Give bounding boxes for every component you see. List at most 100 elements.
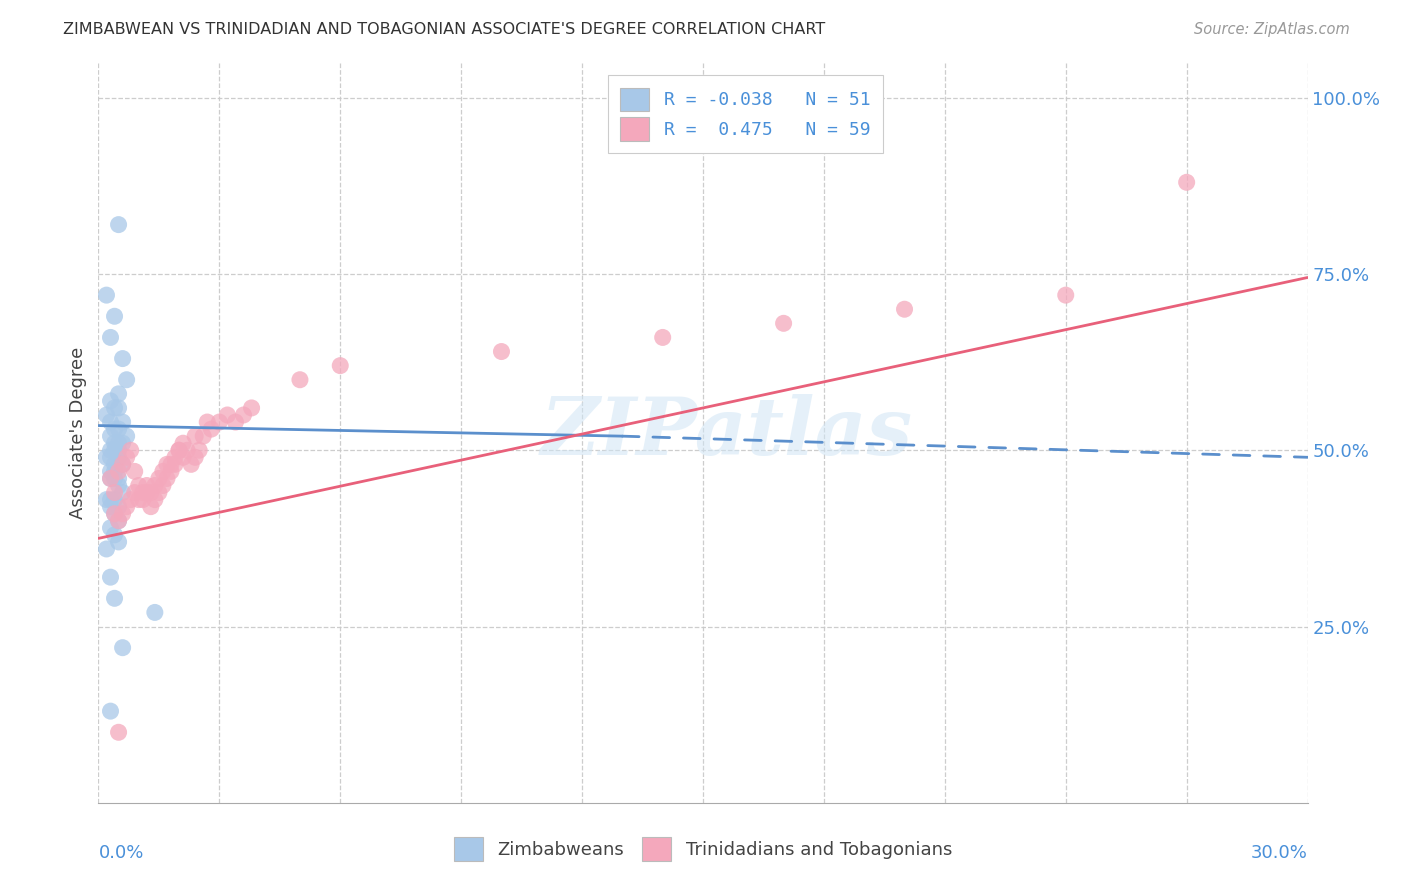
- Point: [103, 485, 125, 500]
- Point: [128, 478, 150, 492]
- Point: [107, 422, 129, 436]
- Point: [107, 436, 129, 450]
- Point: [96, 288, 118, 302]
- Text: 30.0%: 30.0%: [1251, 844, 1308, 862]
- Point: [167, 443, 190, 458]
- Point: [115, 500, 138, 514]
- Point: [103, 436, 125, 450]
- Y-axis label: Associate's Degree: Associate's Degree: [69, 346, 87, 519]
- Point: [103, 464, 125, 478]
- Point: [100, 492, 122, 507]
- Point: [103, 310, 125, 324]
- Point: [156, 458, 179, 472]
- Point: [651, 330, 673, 344]
- Point: [115, 450, 138, 465]
- Point: [100, 443, 122, 458]
- Point: [124, 485, 146, 500]
- Text: Source: ZipAtlas.com: Source: ZipAtlas.com: [1194, 22, 1350, 37]
- Point: [107, 443, 129, 458]
- Point: [100, 471, 122, 485]
- Point: [100, 704, 122, 718]
- Point: [107, 725, 129, 739]
- Point: [232, 408, 254, 422]
- Text: ZIPatlas: ZIPatlas: [541, 394, 914, 471]
- Point: [152, 464, 174, 478]
- Point: [111, 458, 134, 472]
- Point: [1054, 288, 1077, 302]
- Point: [96, 541, 118, 556]
- Point: [163, 450, 186, 465]
- Point: [103, 507, 125, 521]
- Point: [240, 401, 263, 415]
- Point: [111, 458, 134, 472]
- Point: [195, 415, 218, 429]
- Point: [193, 429, 215, 443]
- Point: [103, 528, 125, 542]
- Text: 0.0%: 0.0%: [98, 844, 143, 862]
- Point: [107, 471, 129, 485]
- Point: [100, 393, 122, 408]
- Legend: Zimbabweans, Trinidadians and Tobagonians: Zimbabweans, Trinidadians and Tobagonian…: [447, 830, 959, 868]
- Point: [160, 464, 183, 478]
- Point: [120, 492, 142, 507]
- Point: [96, 408, 118, 422]
- Point: [172, 450, 194, 465]
- Point: [100, 464, 122, 478]
- Point: [208, 415, 231, 429]
- Point: [1175, 175, 1198, 189]
- Point: [143, 492, 166, 507]
- Point: [111, 507, 134, 521]
- Point: [115, 373, 138, 387]
- Point: [100, 471, 122, 485]
- Point: [772, 316, 794, 330]
- Point: [491, 344, 513, 359]
- Point: [139, 485, 162, 500]
- Point: [107, 218, 129, 232]
- Point: [224, 415, 246, 429]
- Point: [111, 436, 134, 450]
- Point: [103, 443, 125, 458]
- Point: [103, 507, 125, 521]
- Point: [107, 535, 129, 549]
- Point: [180, 458, 202, 472]
- Point: [163, 458, 186, 472]
- Point: [135, 478, 157, 492]
- Point: [100, 450, 122, 465]
- Point: [100, 330, 122, 344]
- Point: [96, 450, 118, 465]
- Point: [111, 351, 134, 366]
- Point: [200, 422, 222, 436]
- Point: [103, 492, 125, 507]
- Point: [132, 485, 155, 500]
- Point: [217, 408, 239, 422]
- Point: [100, 500, 122, 514]
- Point: [100, 415, 122, 429]
- Point: [188, 443, 211, 458]
- Point: [143, 478, 166, 492]
- Point: [288, 373, 311, 387]
- Point: [120, 443, 142, 458]
- Point: [148, 485, 170, 500]
- Point: [176, 443, 198, 458]
- Point: [167, 443, 190, 458]
- Point: [100, 570, 122, 584]
- Point: [107, 514, 129, 528]
- Point: [103, 401, 125, 415]
- Point: [103, 458, 125, 472]
- Point: [143, 606, 166, 620]
- Point: [148, 471, 170, 485]
- Point: [184, 429, 207, 443]
- Point: [329, 359, 352, 373]
- Point: [115, 429, 138, 443]
- Point: [135, 485, 157, 500]
- Point: [124, 464, 146, 478]
- Point: [111, 415, 134, 429]
- Point: [107, 464, 129, 478]
- Point: [156, 471, 179, 485]
- Point: [893, 302, 915, 317]
- Point: [172, 436, 194, 450]
- Point: [107, 478, 129, 492]
- Point: [107, 387, 129, 401]
- Point: [184, 450, 207, 465]
- Point: [111, 485, 134, 500]
